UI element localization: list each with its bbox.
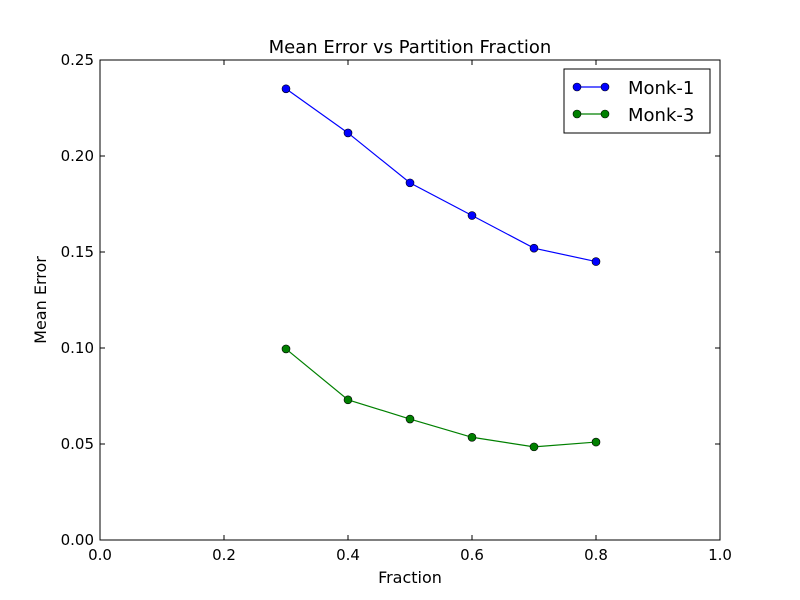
data-point-monk-1 bbox=[529, 243, 539, 253]
y-tick-label: 0.25 bbox=[61, 51, 94, 69]
y-axis-label: Mean Error bbox=[31, 256, 50, 344]
data-point-monk-3 bbox=[529, 442, 539, 452]
data-point-monk-3 bbox=[405, 414, 415, 424]
series-line-monk-3 bbox=[285, 348, 597, 448]
data-point-monk-3 bbox=[591, 437, 601, 447]
data-point-monk-1 bbox=[467, 211, 477, 220]
data-point-monk-3 bbox=[281, 344, 291, 354]
x-tick-label: 0.6 bbox=[460, 546, 484, 564]
data-point-monk-1 bbox=[281, 84, 291, 94]
series-line-monk-1 bbox=[285, 88, 597, 263]
x-tick-label: 0.0 bbox=[88, 546, 112, 564]
y-tick-label: 0.00 bbox=[61, 531, 94, 549]
legend-marker bbox=[600, 109, 610, 119]
x-tick-label: 0.8 bbox=[584, 546, 608, 564]
data-point-monk-3 bbox=[467, 432, 477, 442]
x-axis-label: Fraction bbox=[378, 568, 442, 587]
plot-area: 0.0 0.2 0.4 0.6 0.8 1.0 0.00 0.05 0.10 0.15 0.20 0.… bbox=[61, 51, 732, 564]
y-tick-label: 0.15 bbox=[61, 243, 94, 261]
y-tick-label: 0.10 bbox=[61, 339, 94, 357]
x-tick-label: 1.0 bbox=[708, 546, 732, 564]
legend-label: Monk-1 bbox=[628, 78, 694, 99]
legend-marker bbox=[600, 82, 610, 92]
data-point-monk-3 bbox=[343, 395, 353, 405]
data-point-monk-1 bbox=[343, 128, 353, 138]
legend: Monk-1 Monk-3 bbox=[563, 68, 711, 134]
plot-frame bbox=[99, 59, 721, 541]
legend-label: Monk-3 bbox=[628, 105, 694, 126]
data-point-monk-1 bbox=[405, 178, 415, 188]
data-point-monk-1 bbox=[591, 257, 601, 266]
legend-marker bbox=[572, 109, 582, 119]
legend-box bbox=[563, 68, 711, 134]
x-tick-label: 0.4 bbox=[336, 546, 360, 564]
y-tick-label: 0.20 bbox=[61, 147, 94, 165]
x-tick-label: 0.2 bbox=[212, 546, 236, 564]
legend-marker bbox=[572, 82, 582, 92]
chart-title: Mean Error vs Partition Fraction bbox=[269, 37, 552, 58]
y-tick-label: 0.05 bbox=[61, 435, 94, 453]
